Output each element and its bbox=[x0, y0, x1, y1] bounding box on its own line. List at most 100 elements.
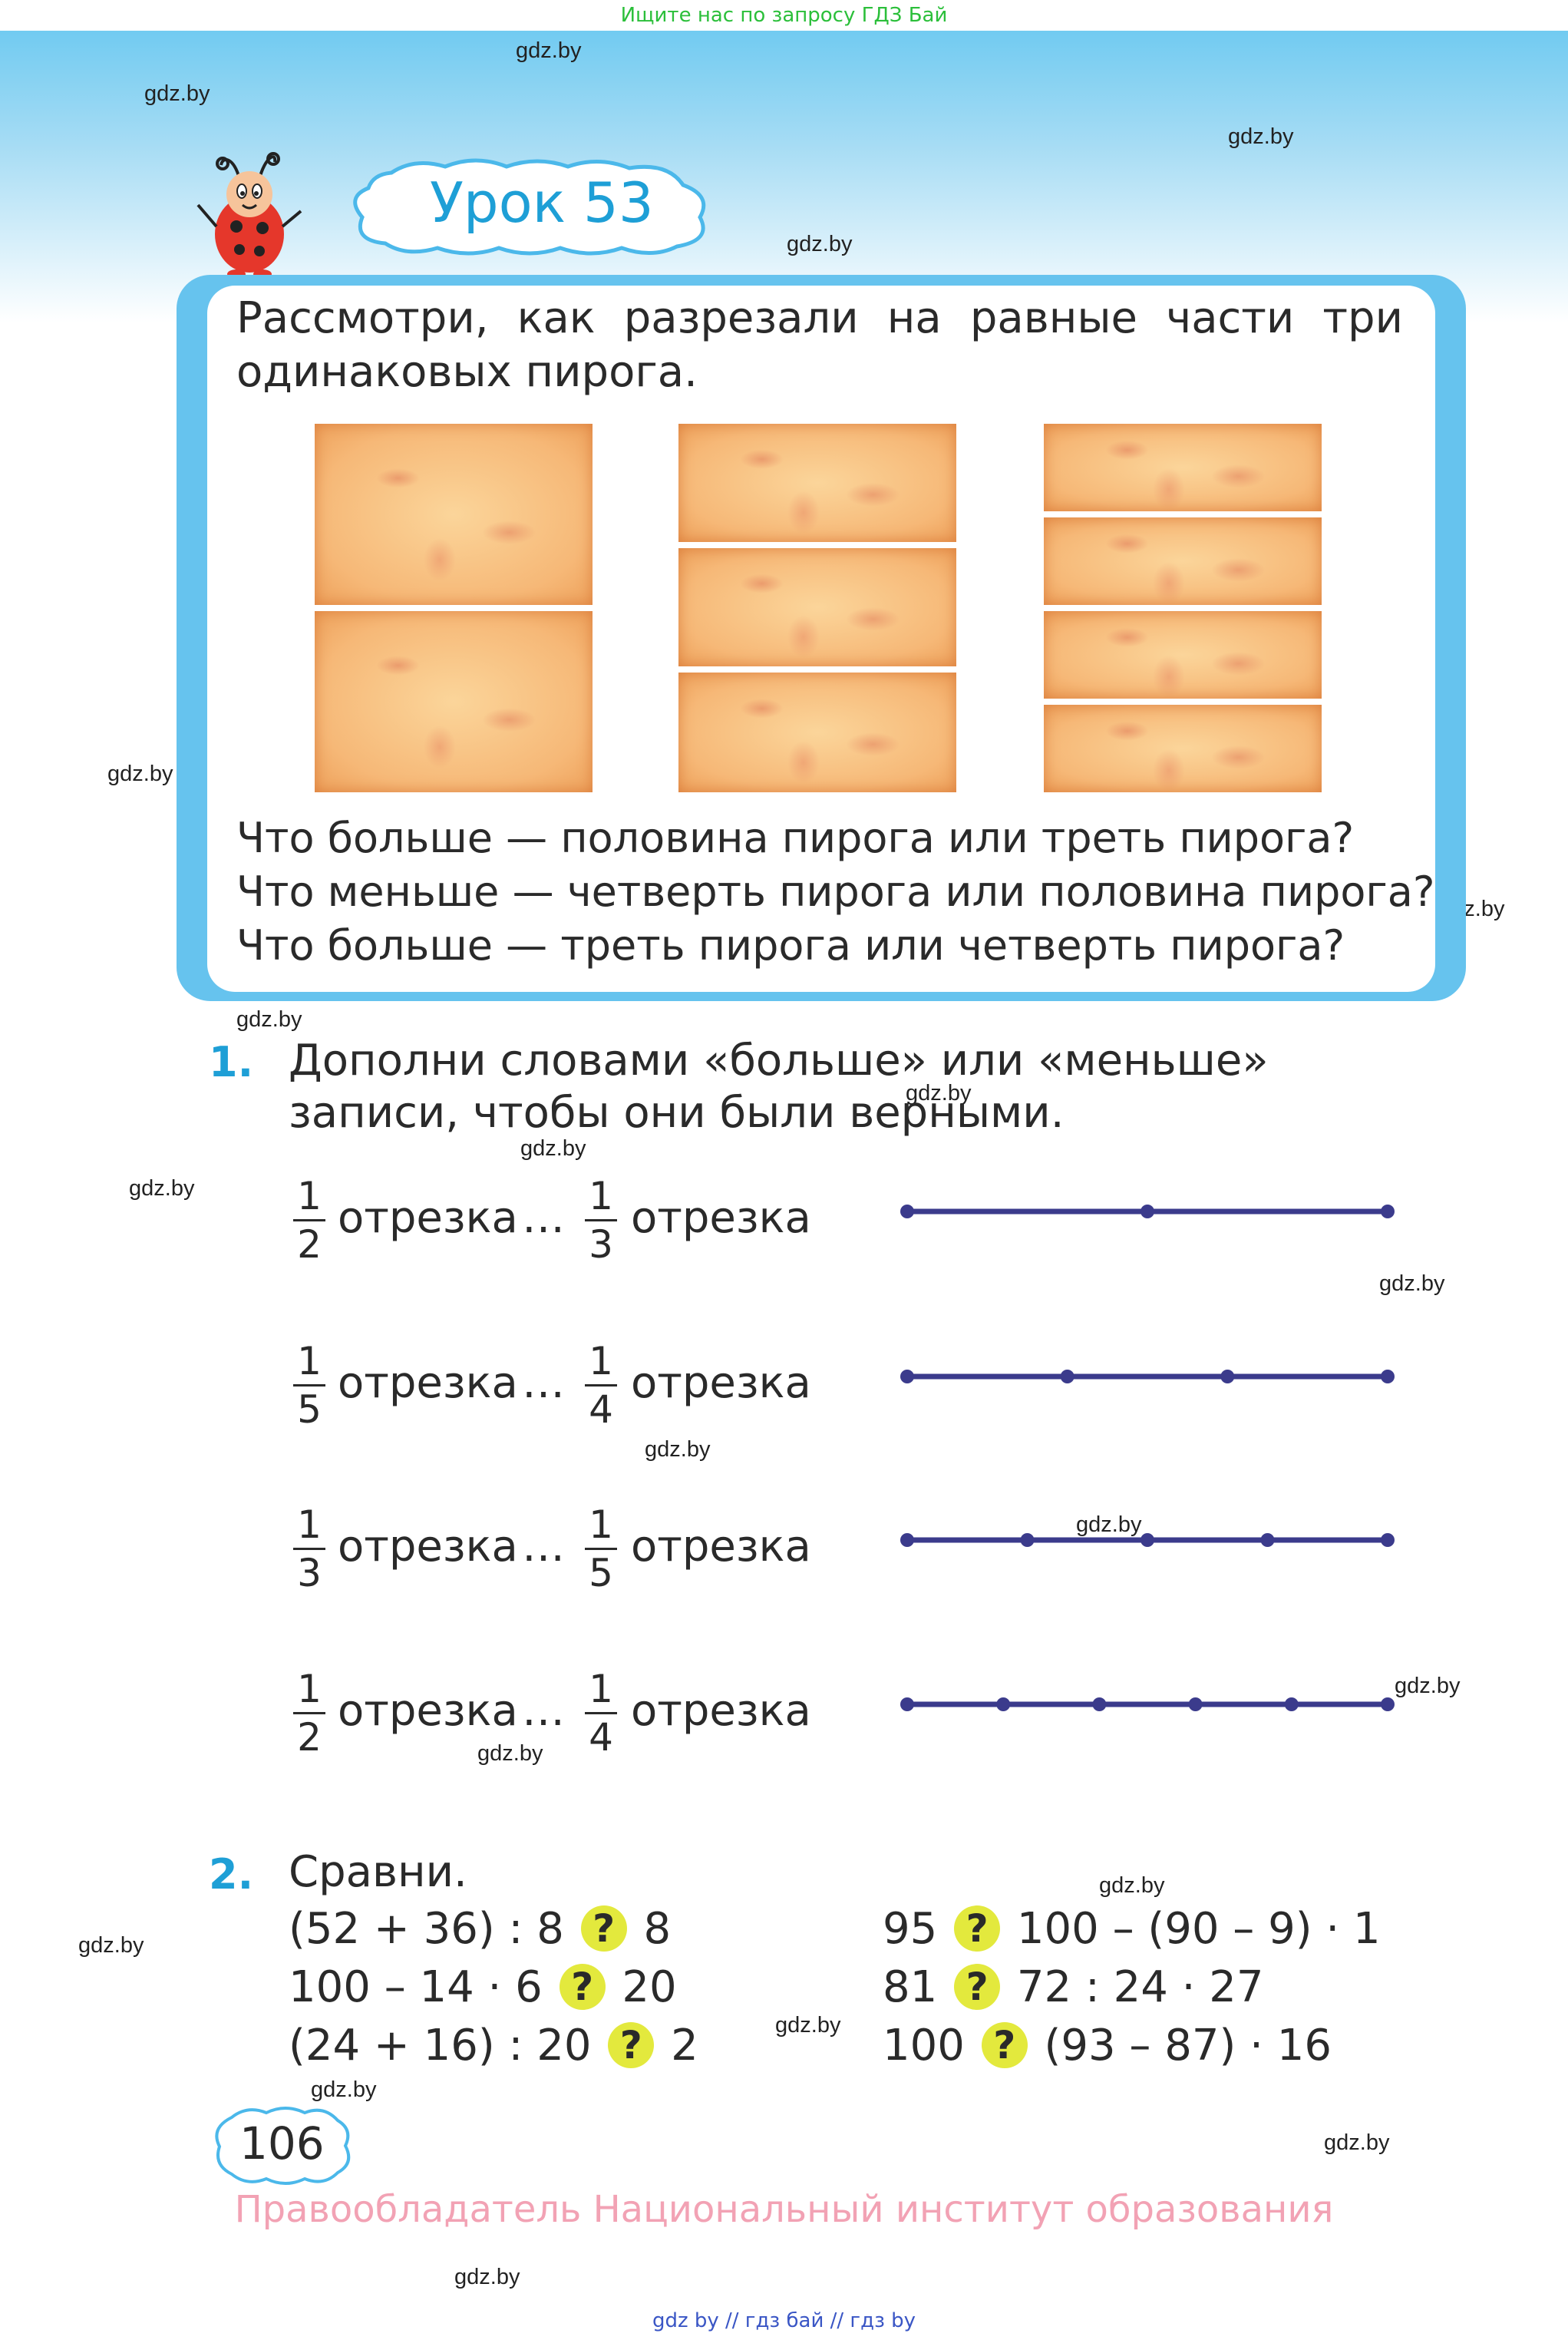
fraction-bar bbox=[585, 1548, 617, 1550]
segment-word: отрезка bbox=[338, 1358, 518, 1408]
segment-point bbox=[1284, 1697, 1299, 1711]
exercise-2-title: Сравни. bbox=[289, 1847, 467, 1897]
segment-line bbox=[900, 1370, 1395, 1383]
fraction-denominator: 4 bbox=[589, 1387, 613, 1432]
watermark: gdz.by bbox=[1324, 2130, 1390, 2155]
fraction-numerator: 1 bbox=[297, 1339, 322, 1383]
segment-point bbox=[900, 1697, 914, 1711]
segment-point bbox=[1020, 1533, 1035, 1547]
segment-point bbox=[1381, 1370, 1395, 1383]
watermark: gdz.by bbox=[520, 1136, 586, 1161]
watermark: gdz.by bbox=[129, 1176, 195, 1201]
segment-word: отрезка bbox=[338, 1522, 518, 1572]
comparison-expr: 2 bbox=[671, 2021, 698, 2071]
comparison-expr: (24 + 16) : 20 bbox=[289, 2021, 592, 2071]
comparison-expr: (93 – 87) · 16 bbox=[1044, 2021, 1332, 2071]
segment-point bbox=[1060, 1370, 1074, 1383]
segment-point bbox=[1141, 1533, 1154, 1547]
fraction-bar bbox=[585, 1712, 617, 1714]
segment-point bbox=[1260, 1533, 1275, 1547]
compare-slot[interactable]: ? bbox=[559, 1963, 606, 2010]
watermark: gdz.by bbox=[775, 2013, 841, 2038]
fraction-numerator: 1 bbox=[589, 1667, 613, 1711]
page-number: 106 bbox=[239, 2117, 325, 2170]
fraction-bar bbox=[585, 1384, 617, 1386]
fraction-bar bbox=[585, 1219, 617, 1221]
footer-links[interactable]: gdz by // гдз бай // гдз by bbox=[652, 2309, 916, 2332]
comparison-expr: 81 bbox=[883, 1962, 938, 2012]
answer-blank[interactable]: … bbox=[522, 1686, 565, 1736]
fraction-numerator: 1 bbox=[297, 1174, 322, 1218]
watermark: gdz.by bbox=[1395, 1674, 1461, 1698]
pie-piece bbox=[678, 548, 956, 666]
intro-text: Рассмотри, как разрезали на равные части… bbox=[236, 293, 1403, 397]
comparison-right-2: 81 ? 72 : 24 · 27 bbox=[883, 1962, 1264, 2013]
compare-slot[interactable]: ? bbox=[580, 1905, 627, 1952]
watermark: gdz.by bbox=[477, 1741, 543, 1766]
pie-thirds bbox=[678, 424, 956, 792]
fraction-denominator: 2 bbox=[297, 1715, 322, 1760]
fraction-bar bbox=[293, 1219, 325, 1221]
compare-slot[interactable]: ? bbox=[981, 2021, 1028, 2068]
watermark: gdz.by bbox=[454, 2265, 520, 2289]
watermark: gdz.by bbox=[906, 1081, 972, 1106]
fraction-denominator: 3 bbox=[297, 1551, 322, 1595]
pie-piece bbox=[315, 424, 593, 605]
pie-halves bbox=[315, 424, 593, 792]
segment-point bbox=[1381, 1533, 1395, 1547]
comparison-left-3: (24 + 16) : 20 ? 2 bbox=[289, 2021, 698, 2071]
segment-point bbox=[1092, 1697, 1107, 1711]
pie-piece bbox=[315, 611, 593, 792]
page-number-cloud-icon bbox=[215, 2107, 351, 2185]
segment-word: отрезка bbox=[338, 1193, 518, 1243]
compare-slot[interactable]: ? bbox=[608, 2021, 655, 2068]
comparison-expr: 20 bbox=[622, 1962, 677, 2012]
compare-slot[interactable]: ? bbox=[954, 1963, 1001, 2010]
top-banner[interactable]: Ищите нас по запросу ГДЗ Бай bbox=[0, 0, 1568, 31]
comparison-expr: 95 bbox=[883, 1904, 938, 1954]
ladybug-mascot-icon bbox=[196, 152, 302, 279]
watermark: gdz.by bbox=[1379, 1271, 1445, 1296]
comparison-expr: 100 bbox=[883, 2021, 965, 2071]
pie-piece bbox=[1044, 705, 1322, 792]
watermark: gdz.by bbox=[1228, 124, 1294, 149]
compare-slot[interactable]: ? bbox=[954, 1905, 1001, 1952]
fraction-numerator: 1 bbox=[589, 1339, 613, 1383]
comparison-expr: 72 : 24 · 27 bbox=[1016, 1962, 1264, 2012]
answer-blank[interactable]: … bbox=[522, 1522, 565, 1572]
exercise-2-number: 2. bbox=[209, 1850, 254, 1899]
segment-line bbox=[900, 1697, 1395, 1711]
watermark: gdz.by bbox=[311, 2077, 377, 2102]
fraction-bar bbox=[293, 1384, 325, 1386]
comparison-right-1: 95 ? 100 – (90 – 9) · 1 bbox=[883, 1904, 1381, 1955]
segment-point bbox=[1381, 1697, 1395, 1711]
segment-point bbox=[1141, 1205, 1154, 1218]
comparison-left-2: 100 – 14 · 6 ? 20 bbox=[289, 1962, 677, 2013]
answer-blank[interactable]: … bbox=[522, 1358, 565, 1408]
comparison-left-1: (52 + 36) : 8 ? 8 bbox=[289, 1904, 671, 1955]
watermark: gdz.by bbox=[107, 762, 173, 786]
comparison-expr: 100 – 14 · 6 bbox=[289, 1962, 543, 2012]
fraction-denominator: 4 bbox=[589, 1715, 613, 1760]
pie-piece bbox=[1044, 611, 1322, 699]
fraction-bar bbox=[293, 1712, 325, 1714]
pie-piece bbox=[1044, 517, 1322, 605]
fraction-numerator: 1 bbox=[297, 1502, 322, 1547]
watermark: gdz.by bbox=[236, 1007, 302, 1032]
segment-point bbox=[1220, 1370, 1235, 1383]
segment-word: отрезка bbox=[338, 1686, 518, 1736]
pie-quarters bbox=[1044, 424, 1322, 792]
pie-piece bbox=[1044, 424, 1322, 511]
watermark: gdz.by bbox=[1076, 1512, 1142, 1537]
segment-point bbox=[996, 1697, 1011, 1711]
comparison-expr: 100 – (90 – 9) · 1 bbox=[1016, 1904, 1381, 1954]
segment-word: отрезка bbox=[631, 1686, 811, 1736]
answer-blank[interactable]: … bbox=[522, 1193, 565, 1243]
